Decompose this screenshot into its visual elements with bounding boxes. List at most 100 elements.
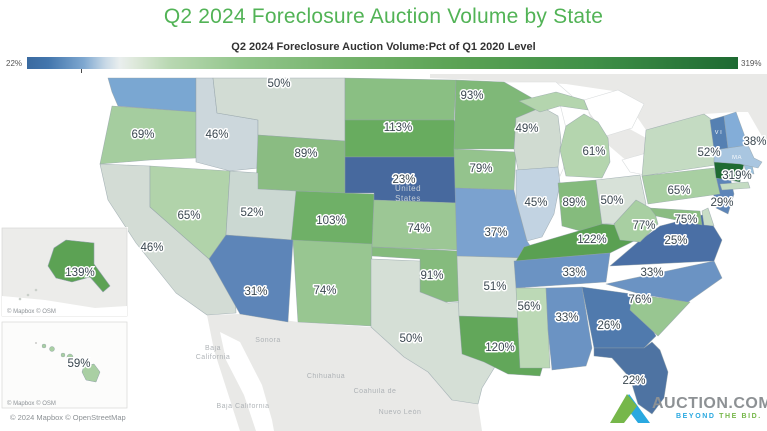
tagline-beyond: BEYOND bbox=[676, 413, 720, 420]
legend-title: Q2 2024 Foreclosure Auction Volume:Pct o… bbox=[231, 41, 536, 53]
state-label-MO: 37% bbox=[484, 227, 507, 239]
state-label-MS: 56% bbox=[517, 301, 540, 313]
hawaii-inset-attribution: © Mapbox © OSM bbox=[7, 400, 56, 407]
state-label-CO: 103% bbox=[316, 215, 345, 227]
state-label-CA: 46% bbox=[140, 242, 163, 254]
basemap-label: MA bbox=[732, 155, 742, 161]
state-label-AL: 33% bbox=[555, 312, 578, 324]
state-label-ID: 46% bbox=[205, 129, 228, 141]
state-label-AZ: 31% bbox=[244, 286, 267, 298]
legend-gradient-bar bbox=[27, 57, 738, 69]
auction-logo-text: AUCTION.COM bbox=[652, 395, 767, 412]
alaska-inset-attribution: © Mapbox © OSM bbox=[7, 308, 56, 315]
hawaii-island[interactable] bbox=[60, 352, 66, 358]
state-label-GA: 26% bbox=[597, 320, 620, 332]
state-label-WV: 77% bbox=[632, 220, 655, 232]
state-WY[interactable] bbox=[255, 134, 346, 194]
state-GA[interactable] bbox=[581, 286, 657, 349]
state-label-OH: 50% bbox=[600, 195, 623, 207]
state-TN[interactable] bbox=[513, 252, 611, 289]
state-ND[interactable] bbox=[344, 77, 457, 121]
state-label-AR: 51% bbox=[483, 281, 506, 293]
state-label-IL: 45% bbox=[524, 197, 547, 209]
state-label-TN: 33% bbox=[562, 267, 585, 279]
state-NH[interactable] bbox=[723, 111, 749, 149]
state-label-FL: 22% bbox=[622, 375, 645, 387]
basemap-label: Nuevo León bbox=[379, 409, 422, 416]
auction-logo-icon bbox=[610, 394, 650, 423]
hawaii-island[interactable] bbox=[41, 343, 47, 349]
basemap-label: Chihuahua bbox=[307, 373, 345, 380]
state-label-IA: 79% bbox=[469, 163, 492, 175]
state-label-NY: 52% bbox=[697, 147, 720, 159]
legend-max-label: 319% bbox=[741, 59, 762, 68]
state-label-UT: 52% bbox=[240, 207, 263, 219]
state-label-NJ: 29% bbox=[710, 197, 733, 209]
state-label-NE: 23% bbox=[392, 174, 415, 186]
aleutian-island bbox=[34, 288, 38, 292]
state-label-WY: 89% bbox=[294, 148, 317, 160]
state-label-CT: 319% bbox=[722, 170, 751, 182]
hawaii-island[interactable] bbox=[49, 346, 55, 352]
state-HI[interactable] bbox=[81, 363, 101, 383]
basemap-label: Sonora bbox=[255, 337, 281, 344]
state-label-WI: 49% bbox=[515, 123, 538, 135]
state-MI[interactable] bbox=[518, 91, 611, 179]
state-label-NH: 38% bbox=[743, 136, 766, 148]
basemap-label: Baja California bbox=[196, 345, 231, 361]
state-label-KY: 122% bbox=[577, 234, 606, 246]
state-AZ[interactable] bbox=[208, 234, 294, 323]
aleutian-island bbox=[26, 293, 30, 297]
auction-logo-tagline: BEYOND THE BID. bbox=[676, 413, 762, 420]
state-label-NM: 74% bbox=[313, 285, 336, 297]
state-label-SC: 76% bbox=[628, 294, 651, 306]
gulf-of-california bbox=[220, 332, 274, 431]
state-WV[interactable] bbox=[613, 199, 659, 243]
state-label-SD: 113% bbox=[384, 122, 413, 134]
state-IL[interactable] bbox=[515, 166, 561, 242]
hawaii-island[interactable] bbox=[66, 353, 74, 361]
alaska-ocean bbox=[2, 296, 127, 316]
basemap-label: Coahuila de bbox=[354, 388, 397, 395]
state-NC[interactable] bbox=[605, 260, 723, 303]
state-label-MD: 75% bbox=[674, 214, 697, 226]
state-label-MT: 50% bbox=[267, 78, 290, 90]
state-WI[interactable] bbox=[513, 106, 562, 171]
state-FL[interactable] bbox=[593, 341, 669, 415]
state-label-TX: 50% bbox=[399, 333, 422, 345]
state-AK[interactable] bbox=[47, 239, 111, 293]
state-MS[interactable] bbox=[515, 287, 551, 369]
state-DE[interactable] bbox=[701, 207, 715, 227]
state-label-IN: 89% bbox=[562, 197, 585, 209]
basemap-label: Baja California bbox=[216, 403, 269, 410]
state-label-KS: 74% bbox=[407, 223, 430, 235]
basemap-label: United States bbox=[395, 184, 421, 203]
hawaii-inset[interactable] bbox=[1, 321, 128, 409]
state-label-MN: 93% bbox=[460, 90, 483, 102]
state-OR[interactable] bbox=[99, 105, 197, 165]
state-label-LA: 120% bbox=[485, 342, 514, 354]
state-label-NC: 33% bbox=[640, 267, 663, 279]
legend-min-label: 22% bbox=[6, 59, 23, 68]
state-VA[interactable] bbox=[609, 213, 723, 267]
map-attribution: © 2024 Mapbox © OpenStreetMap bbox=[10, 413, 126, 422]
hawaii-island[interactable] bbox=[75, 359, 81, 365]
state-label-PA: 65% bbox=[667, 185, 690, 197]
tagline-the-bid: THE BID. bbox=[719, 413, 762, 420]
state-MD[interactable] bbox=[649, 207, 703, 226]
state-NM[interactable] bbox=[292, 239, 373, 327]
state-label-NV: 65% bbox=[177, 210, 200, 222]
basemap-label: VT bbox=[715, 130, 724, 136]
state-label-OK: 91% bbox=[420, 270, 443, 282]
aleutian-island bbox=[18, 297, 22, 301]
hawaii-islet bbox=[35, 342, 37, 344]
state-label-VA: 25% bbox=[664, 235, 687, 247]
state-label-HI: 59% bbox=[67, 358, 90, 370]
canada-landmass bbox=[430, 74, 767, 145]
state-label-MI: 61% bbox=[582, 146, 605, 158]
state-label-OR: 69% bbox=[131, 129, 154, 141]
state-MA[interactable] bbox=[713, 144, 763, 169]
state-PA[interactable] bbox=[641, 167, 721, 205]
